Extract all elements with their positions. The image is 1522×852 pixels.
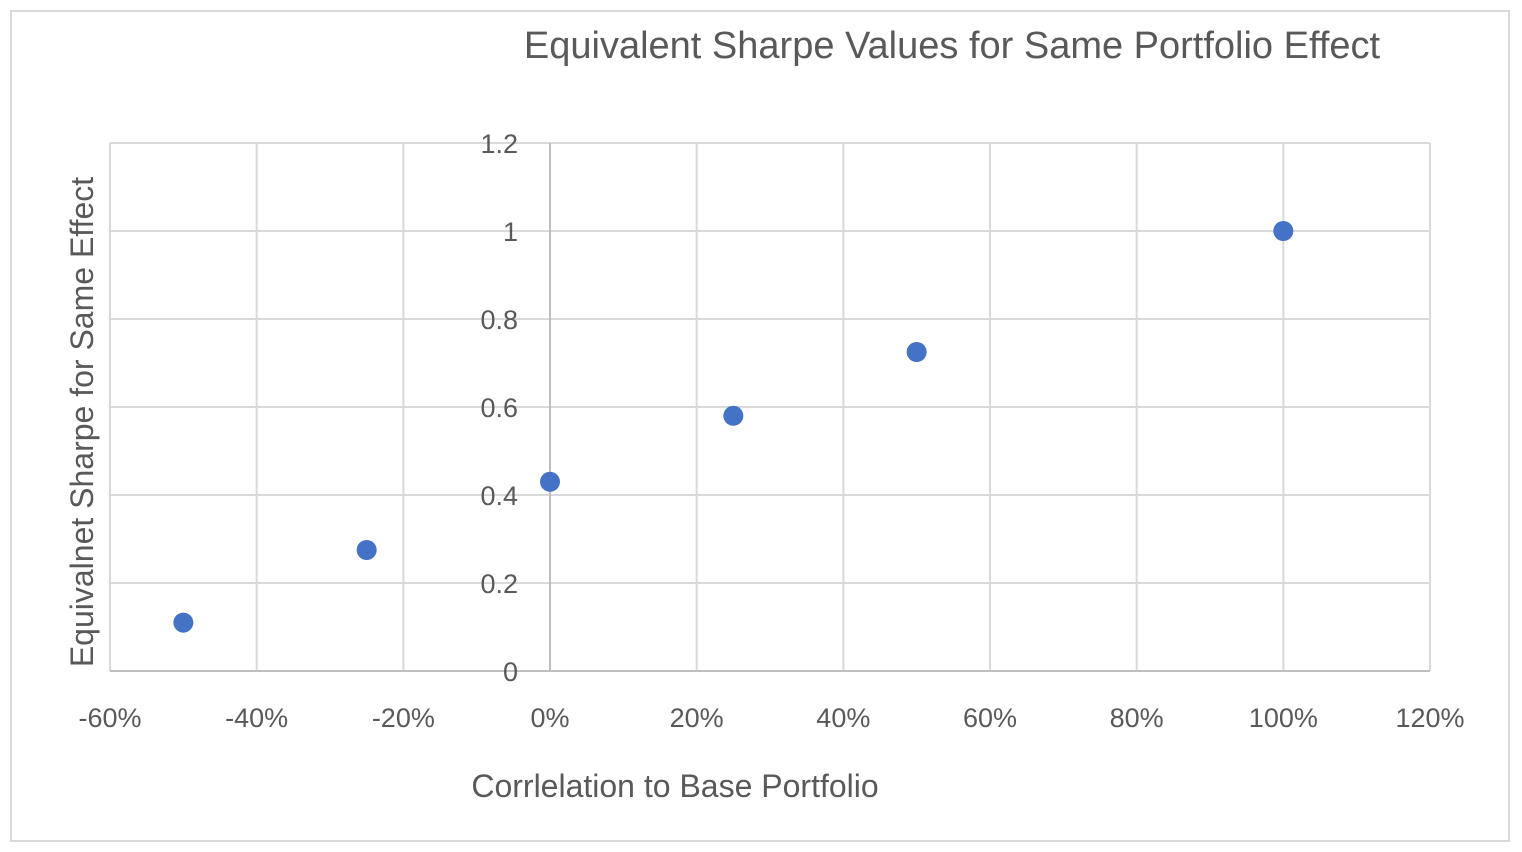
y-tick-label: 1 xyxy=(503,217,518,247)
x-tick-label: 40% xyxy=(816,703,870,733)
x-tick-label: 120% xyxy=(1395,703,1464,733)
x-tick-label: -60% xyxy=(78,703,141,733)
axes xyxy=(110,143,1430,672)
y-tick-label: 0.6 xyxy=(480,393,518,423)
y-tick-label: 0.4 xyxy=(480,481,518,511)
x-tick-label: 80% xyxy=(1110,703,1164,733)
x-axis-title: Corrlelation to Base Portfolio xyxy=(471,768,878,804)
chart-frame xyxy=(10,10,1510,842)
data-point xyxy=(906,342,927,362)
y-axis-title: Equivalnet Sharpe for Same Effect xyxy=(64,177,100,667)
x-tick-label: 0% xyxy=(530,703,569,733)
chart-title: Equivalent Sharpe Values for Same Portfo… xyxy=(524,25,1381,67)
data-point xyxy=(723,405,744,426)
y-tick-label: 1.2 xyxy=(480,129,518,159)
y-tick-label: 0.8 xyxy=(480,305,518,335)
x-tick-label: 20% xyxy=(670,703,724,733)
data-point xyxy=(540,471,560,492)
y-tick-label: 0.2 xyxy=(480,569,518,599)
data-point xyxy=(1273,221,1294,241)
y-tick-label: 0 xyxy=(503,657,518,687)
x-tick-label: 100% xyxy=(1249,703,1318,733)
x-tick-label: -40% xyxy=(225,703,288,733)
data-points xyxy=(173,221,1294,633)
data-point xyxy=(356,540,377,560)
data-point xyxy=(173,612,194,633)
x-tick-label: -20% xyxy=(372,703,435,733)
x-tick-label: 60% xyxy=(963,703,1017,733)
gridlines xyxy=(109,142,1431,672)
tick-labels: -60% -40% -20% 0% 20% 40% 60% 80% 100% 120% 0 0.2 0.… xyxy=(78,129,1464,733)
